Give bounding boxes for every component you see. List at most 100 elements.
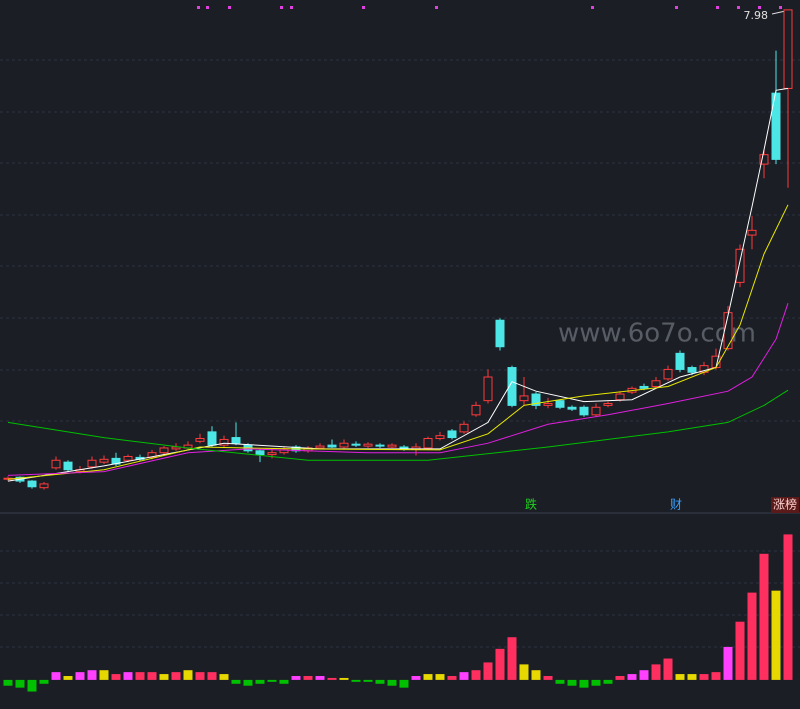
dot — [228, 6, 231, 9]
volume-bar — [591, 679, 601, 686]
volume-bar — [447, 676, 457, 680]
volume-bar — [495, 648, 505, 680]
volume-bar — [735, 621, 745, 680]
volume-bar — [183, 670, 193, 680]
candle-body — [675, 352, 685, 370]
volume-bar — [207, 672, 217, 680]
dot — [591, 6, 594, 9]
average-line — [7, 204, 789, 480]
volume-bar — [747, 592, 757, 680]
volume-bar — [255, 679, 265, 684]
volume-bar — [327, 677, 337, 680]
volume-bar — [555, 679, 565, 684]
volume-bar — [435, 674, 445, 680]
volume-bar — [783, 534, 793, 680]
volume-bar — [459, 672, 469, 680]
dot — [206, 6, 209, 9]
candle-body — [603, 402, 613, 406]
volume-bar — [123, 672, 133, 680]
candle-body — [387, 444, 397, 448]
volume-bar — [387, 679, 397, 686]
average-line — [7, 303, 789, 476]
candle-body — [123, 455, 133, 461]
candle-body — [255, 450, 265, 456]
volume-bar — [15, 679, 25, 688]
marker-box — [771, 497, 799, 513]
candle-body — [375, 444, 385, 447]
candle-body — [147, 452, 157, 458]
candle-body — [519, 395, 529, 402]
candle-body — [591, 406, 601, 416]
volume-bar — [339, 677, 349, 680]
candle-body — [771, 92, 781, 160]
volume-bar — [39, 679, 49, 684]
candle-body — [543, 402, 553, 406]
candle-body — [639, 385, 649, 389]
candle-body — [651, 380, 661, 387]
volume-bar — [543, 676, 553, 680]
candle-body — [99, 458, 109, 463]
volume-bar — [159, 674, 169, 680]
dot — [197, 6, 200, 9]
candle-body — [27, 480, 37, 488]
candle-body — [435, 435, 445, 439]
candle-body — [567, 406, 577, 410]
volume-bar — [99, 670, 109, 680]
volume-bar — [423, 674, 433, 680]
volume-bar — [531, 670, 541, 680]
candle-body — [459, 423, 469, 433]
volume-bar — [399, 679, 409, 688]
candle-body — [207, 431, 217, 446]
volume-bar — [3, 679, 13, 686]
volume-bar — [699, 674, 709, 680]
volume-bar — [507, 637, 517, 680]
volume-bar — [171, 672, 181, 680]
candle-body — [39, 483, 49, 489]
candle-body — [231, 437, 241, 444]
dot — [362, 6, 365, 9]
volume-bar — [603, 679, 613, 684]
candle-body — [315, 445, 325, 449]
candle-body — [471, 404, 481, 416]
volume-bar — [351, 679, 361, 682]
top-dots — [197, 6, 782, 9]
volume-bar — [771, 590, 781, 680]
volume-bar — [291, 676, 301, 680]
candle-body — [363, 443, 373, 447]
plot — [3, 9, 793, 692]
volume-bar — [363, 679, 373, 682]
candle-body — [483, 376, 493, 402]
candle-body — [423, 438, 433, 449]
candle-body — [663, 368, 673, 380]
candle-body — [687, 367, 697, 373]
volume-bar — [27, 679, 37, 692]
volume-bar — [267, 679, 277, 682]
volume-bar — [315, 676, 325, 680]
candle-body — [531, 393, 541, 406]
price-label: 7.98 — [744, 9, 769, 22]
marker: 涨榜 — [773, 497, 797, 512]
dot — [779, 6, 782, 9]
candle-body — [51, 459, 61, 469]
watermark: www.6o7o.com — [558, 319, 756, 349]
marker: 财 — [670, 498, 682, 512]
volume-bar — [375, 679, 385, 684]
volume-bar — [651, 664, 661, 680]
dot — [290, 6, 293, 9]
candle-body — [579, 406, 589, 416]
volume-bar — [615, 676, 625, 680]
candle-body — [351, 443, 361, 446]
dot — [758, 6, 761, 9]
dot — [675, 6, 678, 9]
average-line — [7, 389, 789, 461]
volume-bar — [675, 674, 685, 680]
volume-bar — [279, 679, 289, 684]
candle-body — [759, 154, 769, 165]
candle-body — [339, 442, 349, 448]
volume-bar — [303, 676, 313, 680]
volume-bar — [75, 672, 85, 680]
candle-body — [555, 400, 565, 408]
volume-bar — [663, 658, 673, 680]
volume-bar — [135, 672, 145, 680]
